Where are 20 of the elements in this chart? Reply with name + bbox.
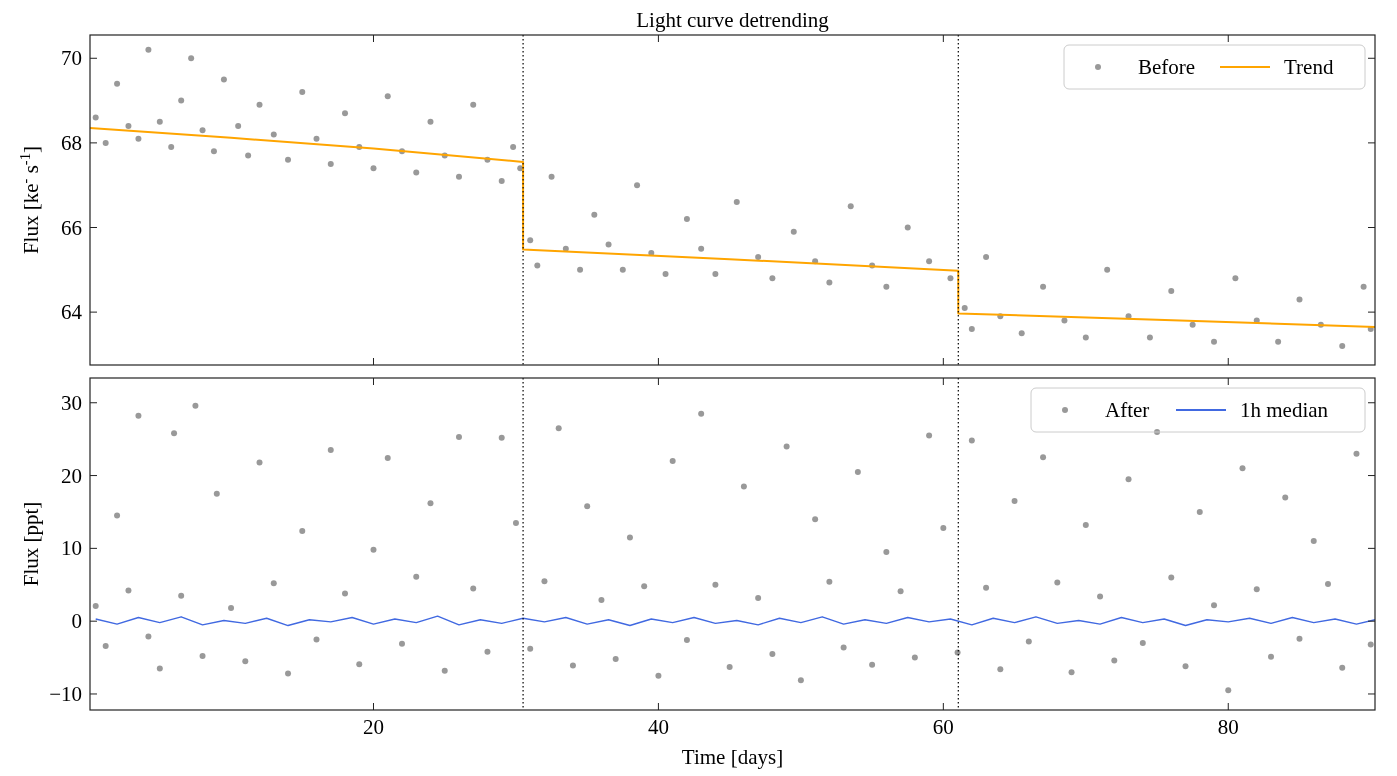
y-axis-title: Flux [ppt] — [19, 501, 43, 587]
legend-label: 1h median — [1240, 398, 1329, 422]
y-tick-label: 30 — [61, 390, 82, 415]
legend-label: Trend — [1284, 55, 1334, 79]
y-tick-label: −10 — [49, 681, 82, 706]
x-tick-label: 60 — [932, 715, 954, 739]
y-tick-label: 10 — [61, 536, 82, 561]
chart-title: Light curve detrending — [636, 8, 830, 32]
y-tick-label: 68 — [61, 130, 82, 155]
legend-label: After — [1105, 398, 1150, 422]
x-axis-title: Time [days] — [681, 745, 784, 769]
y-tick-label: 66 — [61, 215, 82, 240]
y-tick-label: 20 — [61, 463, 82, 488]
legend-label: Before — [1138, 55, 1196, 79]
x-tick-label: 20 — [363, 715, 384, 739]
y-tick-label: 70 — [61, 46, 82, 71]
y-tick-label: 64 — [61, 300, 83, 325]
y-tick-label: 0 — [71, 609, 82, 634]
x-tick-label: 40 — [647, 715, 669, 739]
x-tick-label: 80 — [1217, 715, 1239, 739]
